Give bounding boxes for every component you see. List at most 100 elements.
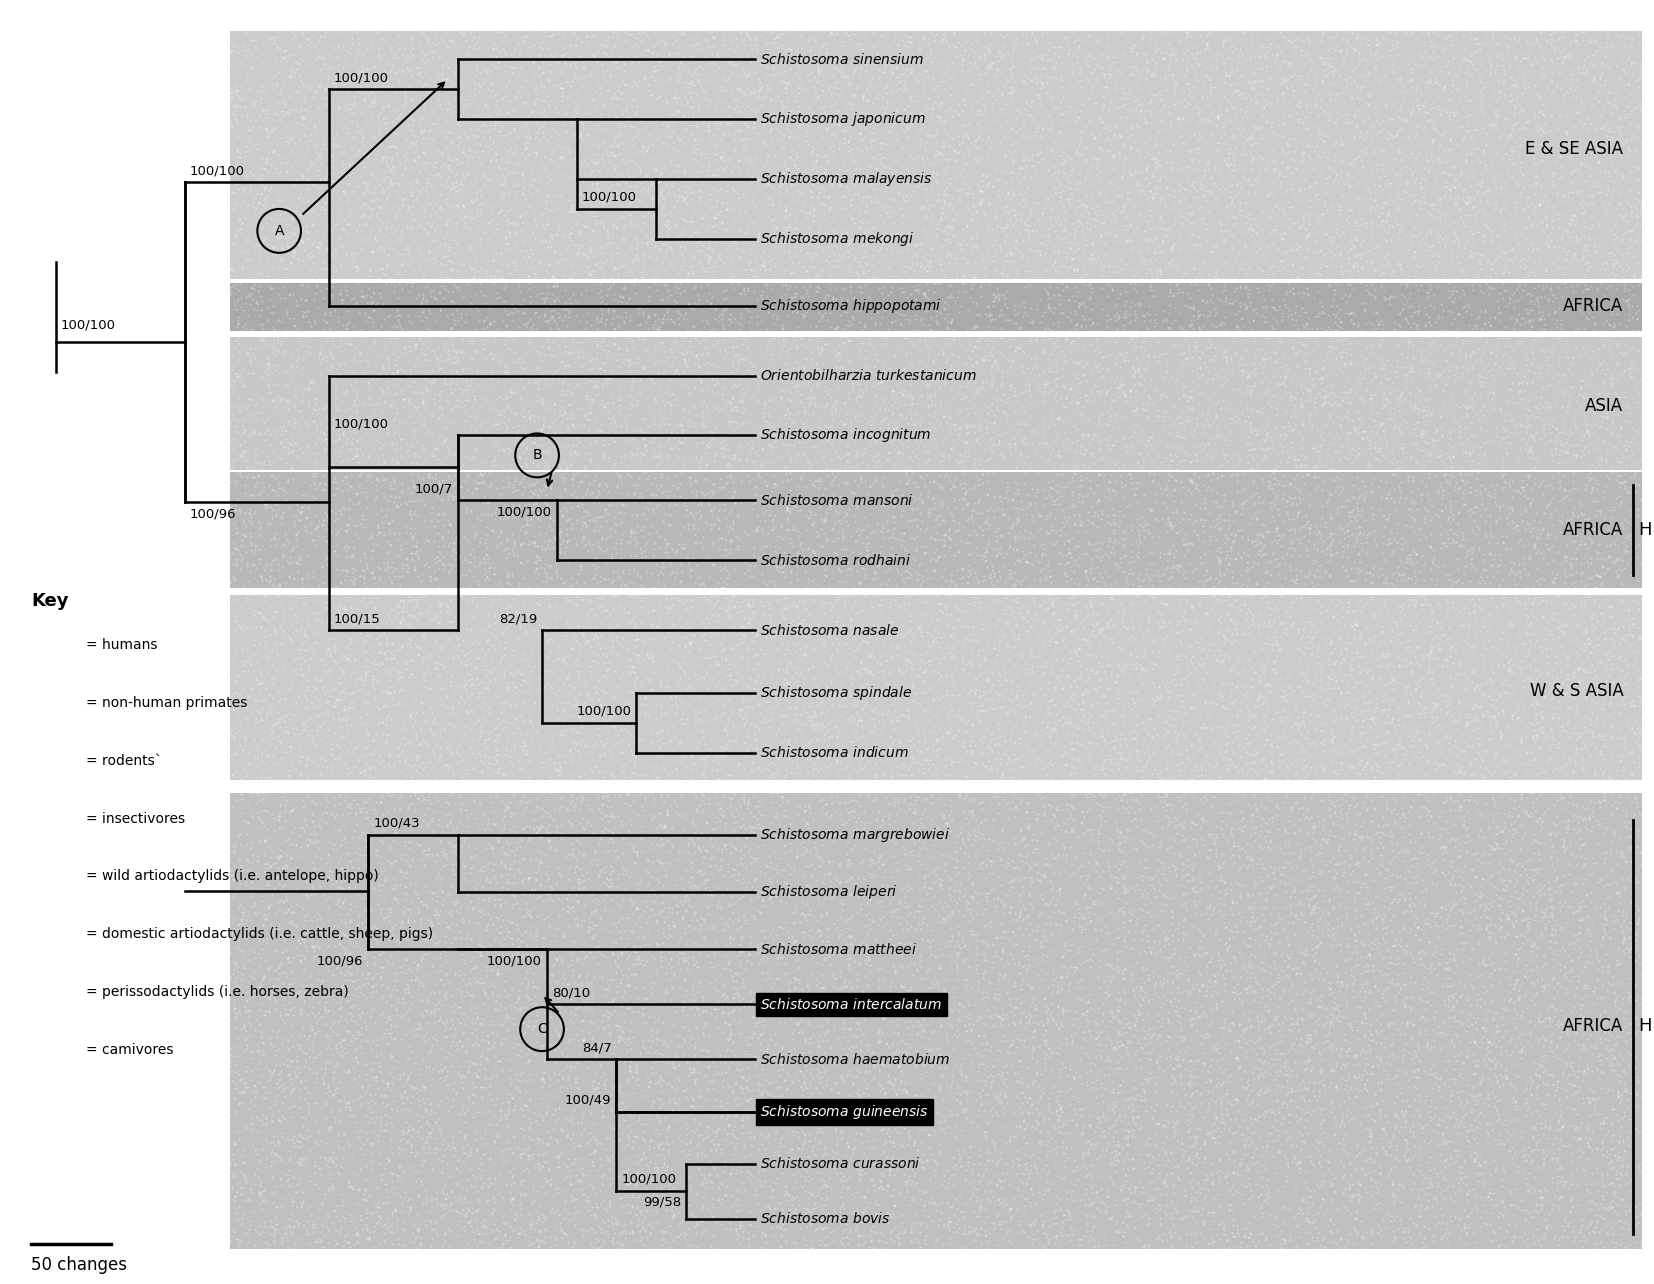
Point xyxy=(1490,1161,1517,1181)
Point xyxy=(695,551,721,571)
Point xyxy=(643,826,670,846)
Point xyxy=(1599,412,1626,433)
Point xyxy=(1555,338,1581,358)
Point xyxy=(566,1135,592,1156)
Point xyxy=(877,597,903,618)
Point xyxy=(541,1216,567,1236)
Point xyxy=(1154,690,1181,710)
Point xyxy=(920,351,946,371)
Point xyxy=(450,195,476,216)
Point xyxy=(1560,682,1586,702)
Point xyxy=(872,388,898,408)
Point xyxy=(270,607,296,628)
Point xyxy=(1460,1222,1487,1243)
Point xyxy=(1183,186,1209,207)
Point xyxy=(1078,381,1105,402)
Point xyxy=(1330,383,1356,403)
Point xyxy=(1077,984,1103,1004)
Point xyxy=(959,1181,986,1202)
Point xyxy=(1477,95,1503,116)
Point xyxy=(260,110,286,131)
Point xyxy=(705,591,731,611)
Point xyxy=(1413,327,1439,348)
Point xyxy=(1219,660,1245,681)
Point xyxy=(892,67,918,87)
Point xyxy=(1398,333,1424,353)
Point xyxy=(1153,627,1179,647)
Point xyxy=(1219,892,1245,913)
Point xyxy=(1151,367,1178,388)
Point xyxy=(1308,601,1335,621)
Point xyxy=(954,265,981,285)
Point xyxy=(997,209,1024,230)
Point xyxy=(602,627,629,647)
Point xyxy=(516,917,543,937)
Point xyxy=(1398,68,1424,89)
Point xyxy=(630,205,657,226)
Point xyxy=(996,250,1022,271)
Point xyxy=(1211,981,1237,1002)
Point xyxy=(1581,107,1608,127)
Point xyxy=(868,226,895,247)
Point xyxy=(887,578,913,598)
Point xyxy=(1121,311,1148,331)
Point xyxy=(1236,1159,1262,1180)
Point xyxy=(430,940,457,960)
Point xyxy=(974,517,1001,538)
Point xyxy=(440,876,466,896)
Point xyxy=(1378,755,1404,776)
Point xyxy=(466,63,493,83)
Point xyxy=(410,1005,437,1026)
Point xyxy=(1293,664,1320,684)
Point xyxy=(478,199,504,220)
Point xyxy=(1240,675,1267,696)
Point xyxy=(1561,1118,1588,1139)
Point xyxy=(496,109,523,130)
Point xyxy=(1049,945,1075,966)
Point xyxy=(1525,1066,1551,1086)
Point xyxy=(1128,507,1154,528)
Point xyxy=(1368,995,1394,1016)
Point xyxy=(840,808,867,828)
Point xyxy=(754,573,781,593)
Point xyxy=(855,632,882,652)
Point xyxy=(749,406,776,426)
Point xyxy=(1151,204,1178,225)
Point xyxy=(958,865,984,886)
Point xyxy=(746,654,772,674)
Point xyxy=(420,711,447,732)
Point xyxy=(1040,370,1067,390)
Point xyxy=(731,713,758,733)
Point xyxy=(1609,48,1636,68)
Point xyxy=(554,889,581,909)
Point xyxy=(483,45,509,65)
Point xyxy=(1576,946,1603,967)
Point xyxy=(354,1129,380,1149)
Point xyxy=(1363,448,1389,469)
Point xyxy=(915,738,941,759)
Point xyxy=(1264,632,1290,652)
Point xyxy=(839,98,865,118)
Point xyxy=(1065,372,1092,393)
Point xyxy=(1358,497,1384,517)
Point xyxy=(744,1139,771,1159)
Point xyxy=(1113,390,1140,411)
Point xyxy=(1489,466,1515,487)
Point xyxy=(1343,672,1370,692)
Point xyxy=(1581,1088,1608,1108)
Point xyxy=(356,838,382,859)
Point xyxy=(1193,663,1219,683)
Point xyxy=(650,684,676,705)
Point xyxy=(1042,298,1068,318)
Point xyxy=(1267,1055,1293,1076)
Point xyxy=(1164,656,1191,677)
Point xyxy=(288,672,314,692)
Point xyxy=(629,1121,655,1141)
Point xyxy=(590,480,617,501)
Point xyxy=(726,448,753,469)
Point xyxy=(461,388,488,408)
Point xyxy=(270,1046,296,1067)
Point xyxy=(503,1079,529,1099)
Point xyxy=(286,510,313,530)
Point xyxy=(1358,1124,1384,1144)
